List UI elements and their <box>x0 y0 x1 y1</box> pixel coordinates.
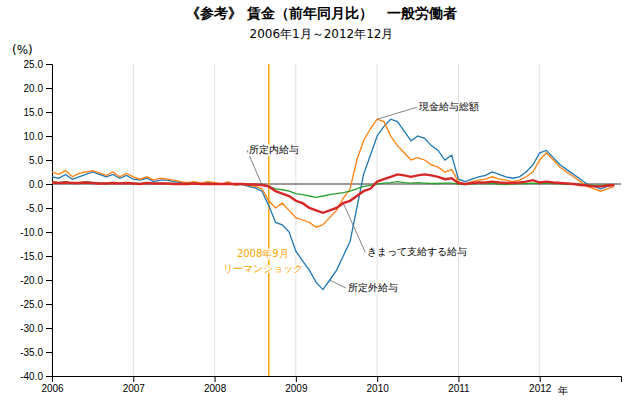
y-tick-label: 10.0 <box>24 131 44 142</box>
series-line <box>52 119 614 289</box>
x-axis: 2006 2007 2008 2009 2010 2011 2012 <box>41 376 621 394</box>
chart: 《参考》 賃金（前年同月比） 一般労働者 2006年1月～2012年12月 2006… <box>0 0 643 416</box>
y-tick-mark <box>46 64 52 65</box>
annotations: 2008年9月リーマンショック所定外給与 現金給与総額所定内給与きまって支給する給… <box>223 101 479 293</box>
y-tick: 25.0 <box>24 59 52 70</box>
y-tick-label: -5.0 <box>26 203 44 214</box>
y-tick-mark <box>46 160 52 161</box>
y-tick: -30.0 <box>20 323 52 334</box>
y-tick: -10.0 <box>20 227 52 238</box>
y-tick: 5.0 <box>29 155 52 166</box>
x-tick: 2008 <box>204 376 227 394</box>
y-tick-label: 0.0 <box>29 179 43 190</box>
y-tick-label: -25.0 <box>20 299 43 310</box>
event-label: 2008年9月 <box>237 248 289 259</box>
y-axis-line <box>46 65 53 377</box>
x-tick-label: 2007 <box>123 383 146 394</box>
y-tick: 15.0 <box>24 107 52 118</box>
x-tick-mark <box>133 376 134 382</box>
series-label: きまって支給する給与 <box>367 246 467 257</box>
y-tick-label: -15.0 <box>20 251 43 262</box>
leader-line <box>343 203 365 252</box>
title: 《参考》 賃金（前年同月比） 一般労働者 <box>186 5 457 21</box>
y-tick-label: 5.0 <box>29 155 43 166</box>
x-tick-mark <box>296 376 297 382</box>
leader-line <box>377 107 417 119</box>
y-tick-mark <box>46 208 52 209</box>
y-tick-mark <box>46 112 52 113</box>
y-tick-mark <box>46 328 52 329</box>
series-line <box>52 119 614 227</box>
y-tick-label: -30.0 <box>20 323 43 334</box>
grid <box>52 64 540 376</box>
y-tick: -20.0 <box>20 275 52 286</box>
event-label: リーマンショック <box>223 263 303 274</box>
marks <box>52 64 614 376</box>
x-axis-line <box>53 377 622 383</box>
x-tick: 2006 <box>41 376 64 394</box>
x-axis-label: 年 <box>558 385 568 396</box>
y-tick-mark <box>46 232 52 233</box>
x-tick-mark <box>540 376 541 382</box>
y-tick-mark <box>46 376 52 377</box>
x-tick-label: 2008 <box>204 383 227 394</box>
x-tick-label: 2012 <box>529 383 552 394</box>
x-tick: 2010 <box>367 376 390 394</box>
leader-line <box>330 280 346 288</box>
grid-line <box>539 64 540 376</box>
y-tick-mark <box>46 280 52 281</box>
x-tick-mark <box>458 376 459 382</box>
x-tick: 2011 <box>448 376 470 394</box>
y-tick-label: -10.0 <box>20 227 43 238</box>
y-tick-mark <box>46 352 52 353</box>
y-tick: -15.0 <box>20 251 52 262</box>
x-tick-label: 2011 <box>448 383 470 394</box>
series-label: 所定外給与 <box>348 282 398 293</box>
x-tick-label: 2009 <box>285 383 308 394</box>
y-tick: -40.0 <box>20 371 52 382</box>
y-tick-label: 15.0 <box>24 107 44 118</box>
leader-line <box>247 150 262 185</box>
series-label: 現金給与総額 <box>419 101 479 112</box>
y-axis-label: (%) <box>12 43 33 57</box>
series-line <box>52 174 614 212</box>
y-tick-label: 20.0 <box>24 83 44 94</box>
y-tick-label: -40.0 <box>20 371 43 382</box>
y-tick: 10.0 <box>24 131 52 142</box>
grid-line <box>214 64 215 376</box>
y-tick-mark <box>46 88 52 89</box>
y-tick-mark <box>46 304 52 305</box>
y-tick-mark <box>46 184 52 185</box>
event-line <box>268 64 270 376</box>
y-tick-label: 25.0 <box>24 59 44 70</box>
y-tick-mark <box>46 136 52 137</box>
y-tick: 0.0 <box>29 179 52 190</box>
x-tick-label: 2010 <box>367 383 390 394</box>
y-tick: 20.0 <box>24 83 52 94</box>
x-tick-label: 2006 <box>41 383 64 394</box>
grid-line <box>133 64 134 376</box>
y-axis: -40.0 -35.0 -30.0 -25.0 -20.0 -15.0 -10.0 -5.0 0… <box>20 59 52 382</box>
y-tick-label: -35.0 <box>20 347 43 358</box>
x-tick-mark <box>377 376 378 382</box>
grid-line <box>295 64 296 376</box>
y-tick: -35.0 <box>20 347 52 358</box>
subtitle: 2006年1月～2012年12月 <box>250 27 394 41</box>
y-tick-label: -20.0 <box>20 275 43 286</box>
x-tick: 2007 <box>123 376 146 394</box>
x-tick-mark <box>215 376 216 382</box>
y-tick: -25.0 <box>20 299 52 310</box>
x-tick: 2009 <box>285 376 308 394</box>
plot: 2006 2007 2008 2009 2010 2011 2012 -40.0 -35.0 -3… <box>20 59 621 394</box>
grid-line <box>377 64 378 376</box>
y-tick-mark <box>46 256 52 257</box>
x-tick: 2012 <box>529 376 552 394</box>
series-label: 所定内給与 <box>249 144 299 155</box>
y-tick: -5.0 <box>26 203 52 214</box>
